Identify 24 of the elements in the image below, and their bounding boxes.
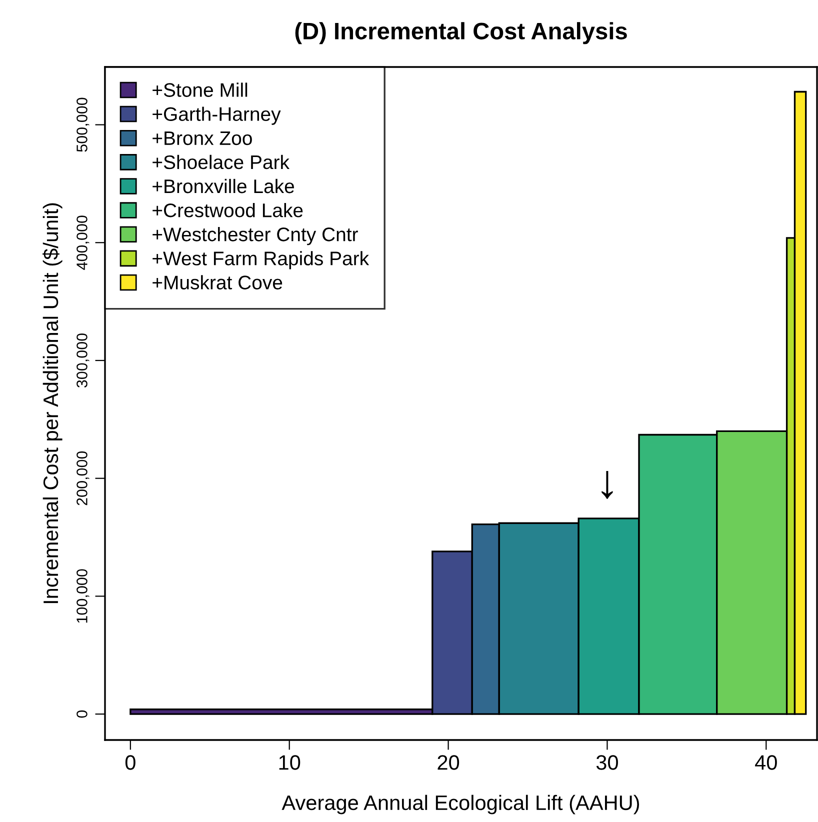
y-axis-title: Incremental Cost per Additional Unit ($/unit)	[42, 203, 62, 604]
annotation: ↓	[602, 470, 613, 499]
y-tick-label: 100,000	[76, 569, 90, 623]
x-axis-title: Average Annual Ecological Lift (AAHU)	[282, 794, 640, 814]
x-tick-label: 30	[596, 755, 618, 770]
y-tick-label: 300,000	[76, 333, 90, 388]
y-tick-label: 0	[76, 710, 88, 718]
y-tick-label: 200,000	[76, 451, 90, 506]
x-tick-label: 10	[279, 755, 300, 770]
x-tick-label: 40	[755, 755, 777, 770]
legend-label: +Garth-Harney	[152, 106, 281, 125]
legend-label: +Muskrat Cove	[152, 275, 282, 290]
legend-label: +Crestwood Lake	[152, 202, 303, 218]
legend-label: +Shoelace Park	[152, 154, 290, 170]
x-tick-label: 0	[125, 755, 136, 770]
y-tick-label: 400,000	[76, 216, 90, 270]
y-tick-label: 500,000	[76, 98, 90, 152]
legend-label: +Stone Mill	[152, 82, 248, 97]
x-tick-label: 20	[438, 755, 460, 770]
legend-label: +West Farm Rapids Park	[152, 251, 370, 270]
legend-label: +Westchester Cnty Cntr	[152, 227, 358, 246]
chart-title: (D) Incremental Cost Analysis	[295, 22, 627, 44]
legend-label: +Bronxville Lake	[152, 178, 294, 194]
legend-label: +Bronx Zoo	[152, 132, 252, 146]
